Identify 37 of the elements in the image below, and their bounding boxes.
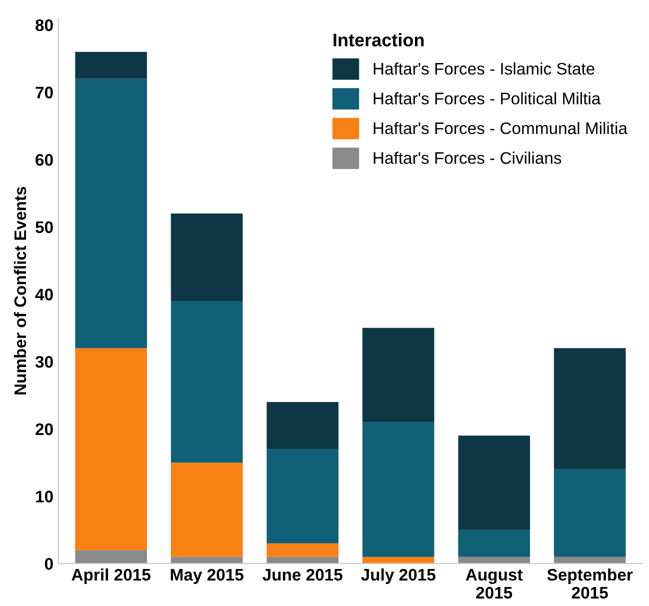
legend-label: Haftar's Forces - Islamic State — [374, 62, 594, 75]
y-tick-label: 20 — [36, 423, 53, 436]
bar — [75, 348, 147, 550]
y-tick-label: 60 — [36, 154, 53, 166]
bar — [170, 213, 243, 301]
bar — [362, 328, 434, 422]
bar — [362, 422, 434, 557]
bar — [266, 402, 338, 450]
y-tick-label: 0 — [44, 558, 53, 570]
bar — [170, 462, 243, 557]
y-tick-label: 10 — [36, 490, 53, 502]
legend-label: Haftar's Forces - Civilians — [374, 152, 562, 164]
bar — [75, 52, 147, 79]
y-tick-label: 40 — [35, 288, 53, 300]
x-tick-label: August 2015 — [466, 568, 523, 599]
y-tick-label: 80 — [36, 19, 53, 32]
bar — [266, 543, 338, 557]
bar — [458, 436, 530, 530]
bar — [170, 300, 243, 463]
y-tick-label: 70 — [36, 86, 53, 98]
legend-label: Haftar's Forces - Communal Militia — [374, 122, 628, 134]
bar — [554, 348, 626, 470]
bar — [458, 530, 530, 557]
y-tick-label: 30 — [35, 356, 53, 368]
x-tick-label: June 2015 — [262, 568, 342, 581]
x-tick-label: July 2015 — [361, 568, 436, 584]
x-tick-label: April 2015 — [72, 568, 150, 584]
x-tick-label: September 2015 — [547, 568, 633, 599]
bar — [554, 469, 626, 557]
bar — [75, 78, 147, 348]
x-tick-label: May 2015 — [170, 568, 244, 584]
legend-title: Interaction — [334, 33, 424, 46]
legend-label: Haftar's Forces - Political Miltia — [374, 92, 601, 104]
y-tick-label: 50 — [36, 221, 53, 234]
bar — [266, 449, 338, 544]
bar — [75, 550, 147, 564]
y-axis-title: Number of Conflict Events — [14, 186, 26, 394]
